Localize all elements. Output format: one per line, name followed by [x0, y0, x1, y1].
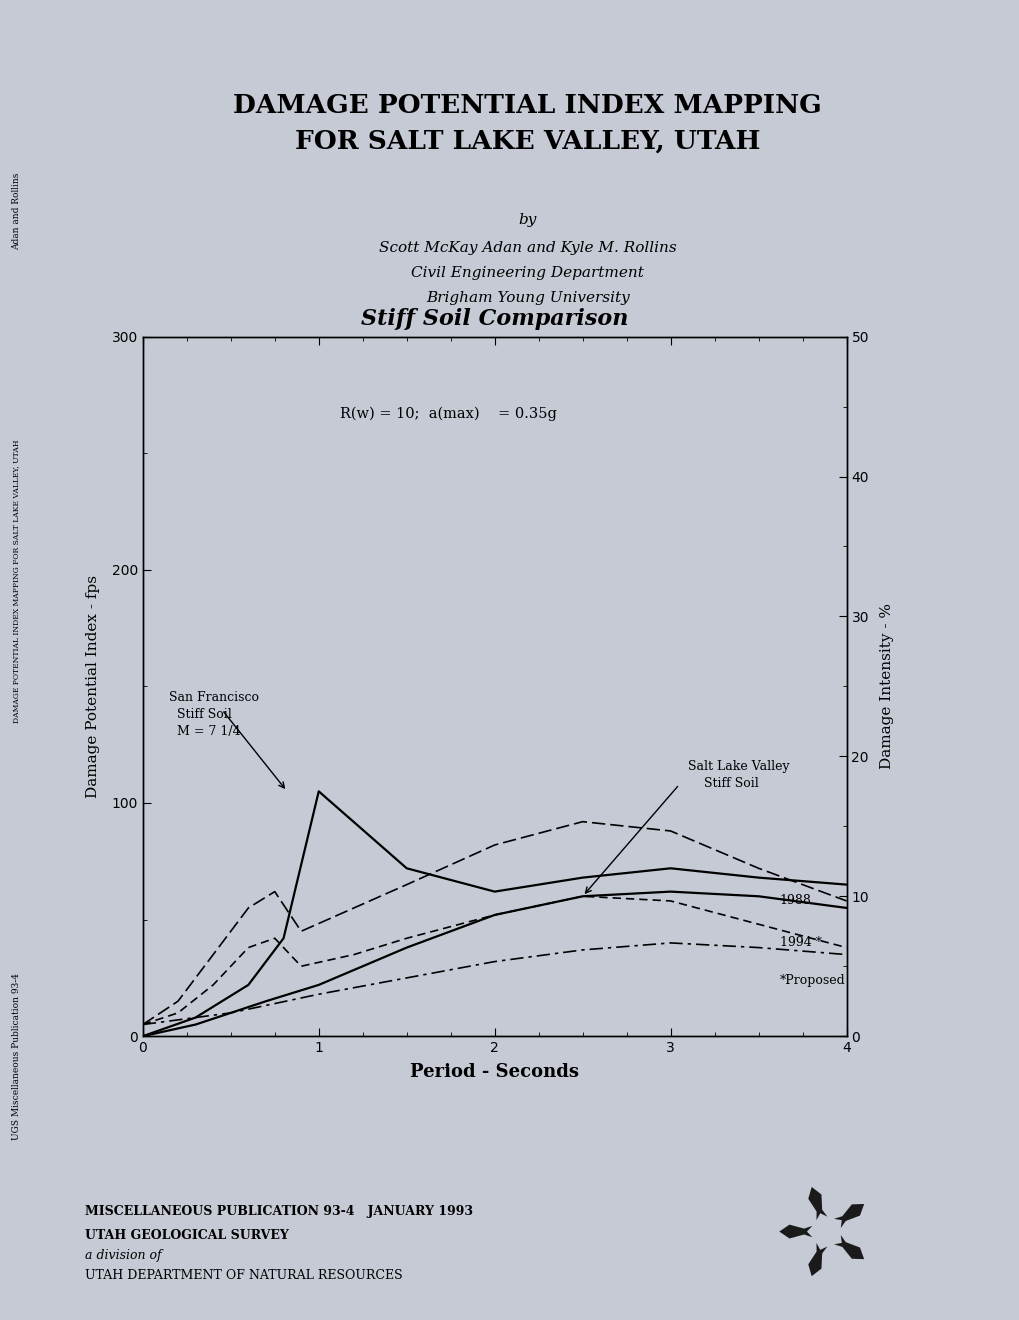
Text: Scott McKay Adan and Kyle M. Rollins: Scott McKay Adan and Kyle M. Rollins: [379, 242, 676, 255]
Text: Adan and Rollins: Adan and Rollins: [11, 173, 20, 249]
Title: Stiff Soil Comparison: Stiff Soil Comparison: [361, 309, 628, 330]
Y-axis label: Damage Potential Index - fps: Damage Potential Index - fps: [87, 576, 100, 797]
Text: a division of: a division of: [85, 1249, 161, 1262]
Text: UTAH DEPARTMENT OF NATURAL RESOURCES: UTAH DEPARTMENT OF NATURAL RESOURCES: [85, 1269, 403, 1282]
Text: *Proposed: *Proposed: [779, 974, 845, 987]
Polygon shape: [828, 1232, 865, 1261]
Text: R(w) = 10;  a(max)    = 0.35g: R(w) = 10; a(max) = 0.35g: [339, 407, 556, 421]
Polygon shape: [806, 1185, 829, 1225]
Text: MISCELLANEOUS PUBLICATION 93-4   JANUARY 1993: MISCELLANEOUS PUBLICATION 93-4 JANUARY 1…: [85, 1205, 473, 1218]
Text: 1994 *: 1994 *: [779, 936, 821, 949]
Polygon shape: [806, 1238, 829, 1278]
Text: 1988: 1988: [779, 895, 811, 907]
Text: Brigham Young University: Brigham Young University: [426, 292, 629, 305]
Polygon shape: [776, 1224, 815, 1239]
Text: UTAH GEOLOGICAL SURVEY: UTAH GEOLOGICAL SURVEY: [85, 1229, 288, 1242]
Polygon shape: [828, 1203, 865, 1232]
Text: Civil Engineering Department: Civil Engineering Department: [411, 267, 644, 280]
Text: Salt Lake Valley
    Stiff Soil: Salt Lake Valley Stiff Soil: [688, 760, 789, 789]
Text: UGS Miscellaneous Publication 93-4: UGS Miscellaneous Publication 93-4: [11, 973, 20, 1139]
Text: by: by: [518, 214, 537, 227]
Text: FOR SALT LAKE VALLEY, UTAH: FOR SALT LAKE VALLEY, UTAH: [294, 129, 760, 153]
Text: DAMAGE POTENTIAL INDEX MAPPING: DAMAGE POTENTIAL INDEX MAPPING: [233, 94, 821, 117]
X-axis label: Period - Seconds: Period - Seconds: [410, 1064, 579, 1081]
Text: DAMAGE POTENTIAL INDEX MAPPING FOR SALT LAKE VALLEY, UTAH: DAMAGE POTENTIAL INDEX MAPPING FOR SALT …: [12, 440, 20, 722]
Text: San Francisco
  Stiff Soil
  M = 7 1/4: San Francisco Stiff Soil M = 7 1/4: [169, 690, 259, 738]
Y-axis label: Damage Intensity - %: Damage Intensity - %: [879, 603, 894, 770]
